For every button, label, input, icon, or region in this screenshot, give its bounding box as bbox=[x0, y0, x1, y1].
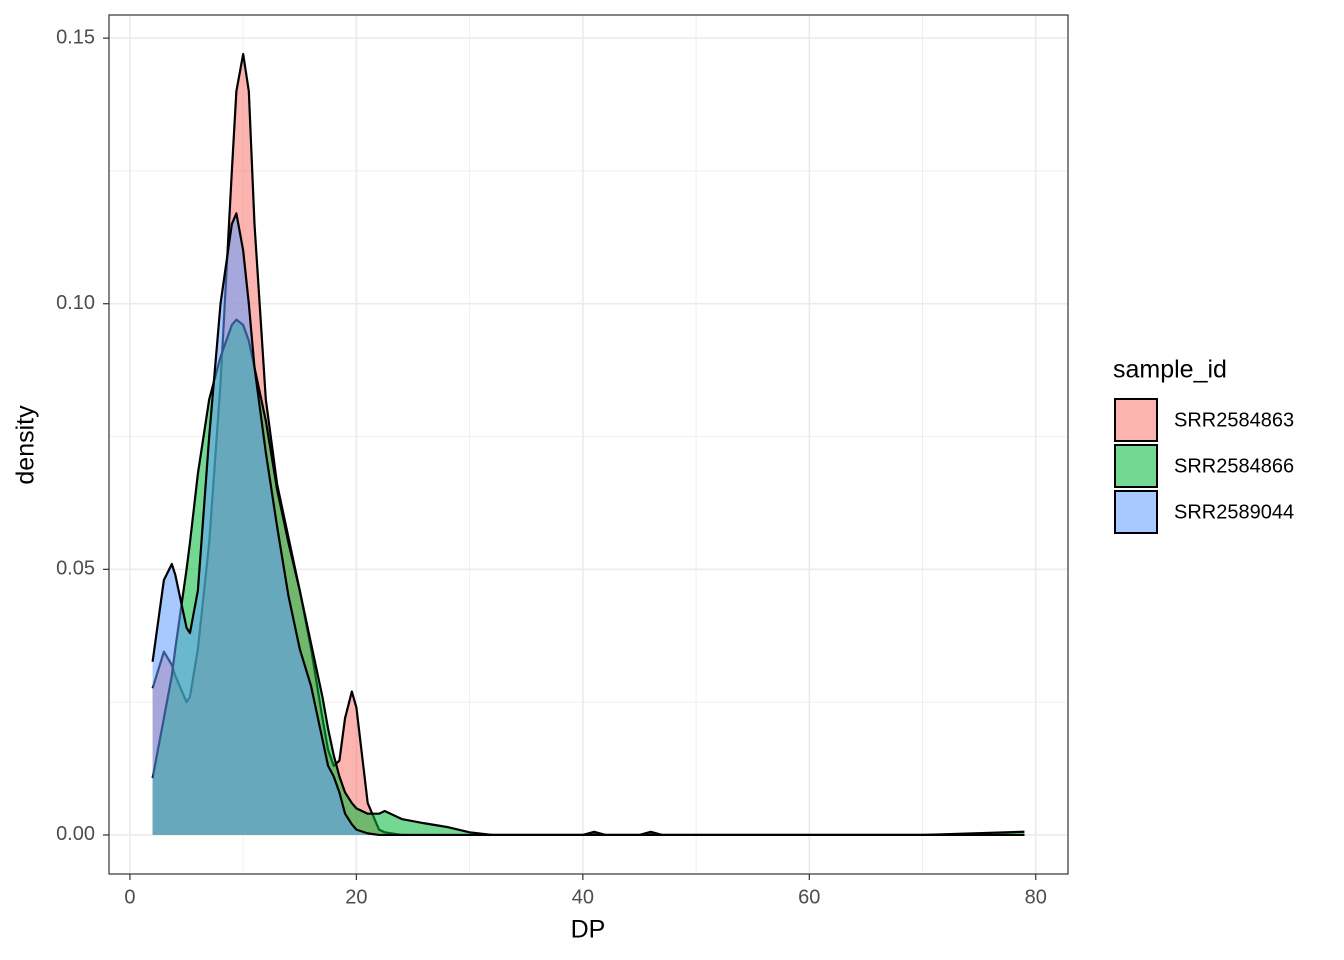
x-tick-label: 20 bbox=[345, 886, 367, 908]
x-tick-label: 80 bbox=[1025, 886, 1047, 908]
density-line bbox=[151, 212, 1025, 837]
legend-key bbox=[1114, 490, 1158, 534]
y-tick-label: 0.15 bbox=[56, 26, 95, 48]
x-tick-label: 40 bbox=[572, 886, 594, 908]
x-tick-label: 0 bbox=[124, 886, 135, 908]
legend-label: SRR2584863 bbox=[1174, 409, 1294, 431]
x-axis-title: DP bbox=[571, 916, 606, 944]
y-axis-title: density bbox=[12, 405, 40, 485]
panel-border bbox=[108, 14, 1069, 875]
legend-label: SRR2584866 bbox=[1174, 455, 1294, 477]
y-tick-label: 0.05 bbox=[56, 558, 95, 580]
y-tick-label: 0.00 bbox=[56, 823, 95, 845]
x-tick-label: 60 bbox=[798, 886, 820, 908]
legend-label: SRR2589044 bbox=[1174, 501, 1294, 523]
y-tick-label: 0.10 bbox=[56, 292, 95, 314]
legend-key bbox=[1114, 398, 1158, 442]
density-area bbox=[152, 213, 1025, 835]
legend-title: sample_id bbox=[1113, 356, 1227, 384]
legend-key bbox=[1114, 444, 1158, 488]
